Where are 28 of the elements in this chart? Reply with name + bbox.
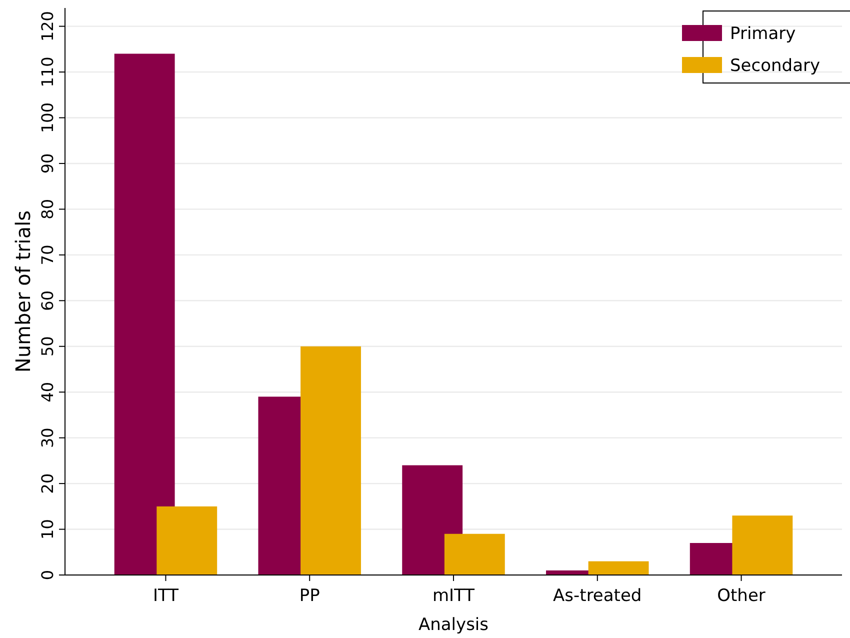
y-tick-label: 50 (38, 336, 57, 357)
y-tick-label: 90 (38, 153, 57, 174)
y-tick-label: 40 (38, 382, 57, 402)
y-tick-label: 70 (38, 244, 57, 266)
bar (114, 54, 175, 575)
x-tick-label: As-treated (553, 586, 642, 606)
bar (732, 516, 793, 575)
legend-label: Primary (730, 24, 796, 44)
bar (588, 561, 649, 575)
x-axis-title: Analysis (418, 615, 489, 635)
x-tick-label: Other (717, 586, 766, 606)
x-tick-label: PP (299, 586, 320, 606)
y-tick-label: 10 (38, 519, 57, 540)
bar (156, 506, 218, 575)
y-tick-label: 120 (38, 11, 57, 42)
legend-label: Secondary (730, 56, 820, 76)
y-tick-label: 0 (38, 570, 57, 580)
x-tick-label: mITT (432, 586, 476, 606)
y-tick-label: 60 (38, 290, 57, 311)
y-axis-title: Number of trials (11, 210, 35, 373)
y-tick-label: 100 (38, 102, 57, 134)
bar (444, 534, 505, 575)
y-tick-label: 20 (38, 473, 57, 494)
y-tick-label: 30 (38, 428, 57, 448)
bar (300, 346, 361, 575)
y-tick-label: 110 (38, 56, 57, 88)
y-tick-label: 80 (38, 199, 57, 220)
x-tick-label: ITT (152, 586, 180, 606)
